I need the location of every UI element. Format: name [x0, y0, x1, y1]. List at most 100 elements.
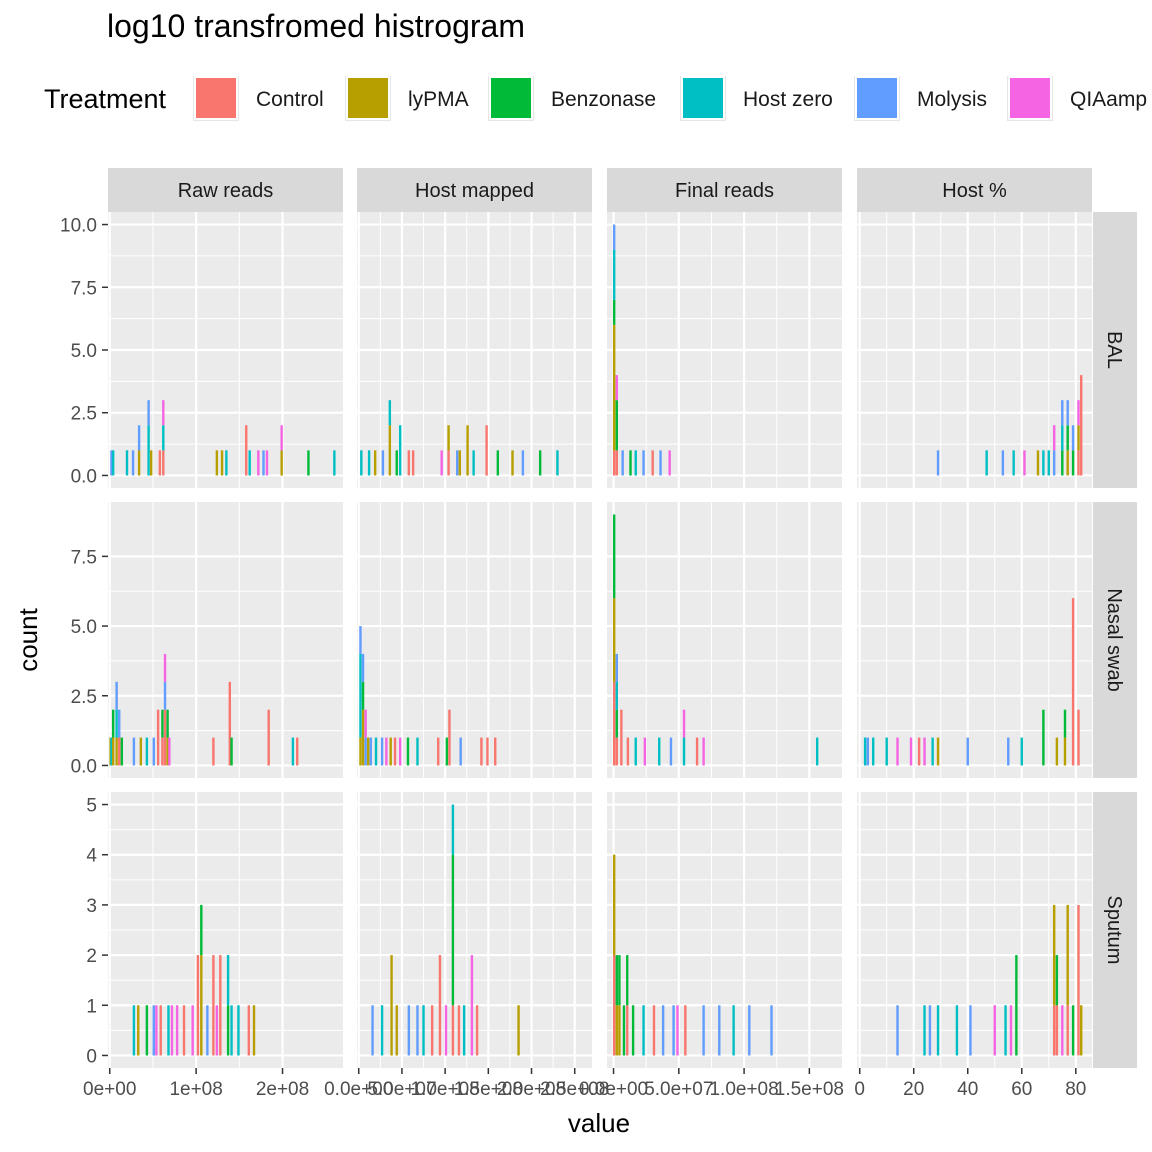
bar-host-zero — [110, 737, 113, 766]
bar-host-zero — [374, 737, 378, 766]
bar-benzonase — [615, 709, 618, 738]
x-tick-label: 5.0e+07 — [367, 1079, 436, 1100]
strip-final-reads — [607, 168, 842, 212]
bar-control — [182, 1005, 186, 1056]
y-tick-label: 2 — [86, 946, 97, 967]
bar-host-zero — [634, 450, 637, 476]
bar-qiaamp — [215, 1005, 219, 1056]
panel-sputum-host — [857, 792, 1092, 1068]
bar-lypma — [612, 854, 616, 956]
x-axis-title: value — [568, 1108, 630, 1138]
bar-lypma — [137, 450, 141, 476]
x-tick-label: 0.0e+00 — [579, 1079, 648, 1100]
bar-host-zero — [162, 425, 165, 451]
bar-qiaamp — [909, 737, 913, 766]
bar-host-zero — [682, 737, 686, 766]
bar-molysis — [416, 1005, 419, 1056]
x-tick-label: 1.0e+08 — [709, 1079, 778, 1100]
strip-raw-reads — [108, 168, 343, 212]
legend-label-qiaamp: QIAamp — [1070, 88, 1148, 111]
bar-lypma — [466, 425, 469, 476]
bar-host-zero — [360, 450, 363, 476]
panel-nasal-swab-final-reads — [607, 502, 842, 778]
x-tick-label: 1.5e+08 — [775, 1079, 844, 1100]
bar-control — [684, 1005, 687, 1056]
bar-qiaamp — [440, 450, 443, 476]
bar-benzonase — [166, 709, 169, 738]
bar-control — [161, 737, 164, 766]
bar-molysis — [147, 400, 150, 426]
bar-molysis — [152, 737, 155, 766]
bar-host-zero — [1042, 450, 1045, 476]
bar-qiaamp — [257, 450, 260, 476]
x-tick-label: 20 — [903, 1079, 924, 1100]
bar-molysis — [770, 1005, 773, 1056]
legend-key-host-zero — [680, 76, 726, 121]
bar-lypma — [367, 737, 370, 766]
bar-control — [626, 1005, 629, 1056]
panel-background — [357, 502, 592, 778]
bar-host-zero — [1012, 450, 1015, 476]
bar-host-zero — [367, 450, 371, 476]
bar-qiaamp — [1009, 1005, 1013, 1056]
bar-molysis — [612, 224, 616, 250]
y-tick-label: 5 — [86, 796, 97, 817]
bar-benzonase — [120, 737, 124, 766]
bar-host-zero — [985, 450, 988, 476]
bar-host-zero — [115, 709, 118, 738]
bar-lypma — [215, 450, 219, 476]
column-strips: Raw reads Host mapped Final reads Host % — [108, 168, 1092, 212]
x-tick-label: 1.0e+08 — [411, 1079, 480, 1100]
bar-benzonase — [406, 737, 410, 766]
bar-qiaamp — [265, 450, 269, 476]
bar-lypma — [1066, 450, 1069, 476]
bar-qiaamp — [615, 375, 618, 401]
bar-benzonase — [1071, 450, 1075, 476]
bar-host-zero — [225, 450, 228, 476]
bar-lypma — [388, 425, 392, 476]
bar-qiaamp — [1061, 1005, 1064, 1056]
bar-host-zero — [230, 1005, 233, 1056]
bar-qiaamp — [168, 737, 171, 766]
bar-molysis — [131, 450, 135, 476]
bar-control — [196, 955, 200, 1056]
bar-control — [212, 955, 215, 1056]
bar-control — [158, 450, 162, 476]
bar-lypma — [389, 737, 392, 766]
bar-host-zero — [147, 425, 150, 476]
legend-label-molysis: Molysis — [917, 88, 988, 111]
bar-host-zero — [732, 1005, 735, 1056]
bar-benzonase — [307, 450, 310, 476]
bar-control — [118, 737, 121, 766]
x-tick-label: 2e+08 — [256, 1079, 309, 1100]
bar-control — [1071, 598, 1075, 766]
bar-molysis — [1066, 400, 1069, 426]
bar-qiaamp — [163, 653, 167, 682]
bar-qiaamp — [175, 1005, 179, 1056]
bar-host-zero — [1047, 450, 1050, 476]
panel-sputum-raw-reads — [108, 792, 343, 1068]
legend-key-benzonase — [488, 76, 534, 121]
bar-control — [615, 737, 618, 766]
y-tick-label: 4 — [86, 846, 97, 867]
bar-qiaamp — [923, 737, 926, 766]
bar-benzonase — [631, 1005, 635, 1056]
bar-control — [156, 709, 160, 766]
bar-qiaamp — [1077, 400, 1080, 426]
bar-host-zero — [388, 400, 392, 426]
bar-host-zero — [380, 1005, 384, 1056]
bar-host-zero — [872, 737, 875, 766]
x-tick-label: 2.5e+08 — [540, 1079, 609, 1100]
bar-host-zero — [1004, 1005, 1007, 1056]
bar-lypma — [458, 450, 462, 476]
bar-benzonase — [626, 955, 629, 1006]
bar-molysis — [137, 425, 141, 451]
bar-molysis — [364, 737, 367, 766]
bar-lypma — [111, 737, 115, 766]
bar-host-zero — [145, 737, 149, 766]
bar-qiaamp — [191, 1005, 194, 1056]
bar-control — [1077, 709, 1080, 766]
bar-lypma — [280, 450, 283, 476]
bar-benzonase — [395, 450, 398, 476]
y-axis-title: count — [13, 607, 43, 671]
